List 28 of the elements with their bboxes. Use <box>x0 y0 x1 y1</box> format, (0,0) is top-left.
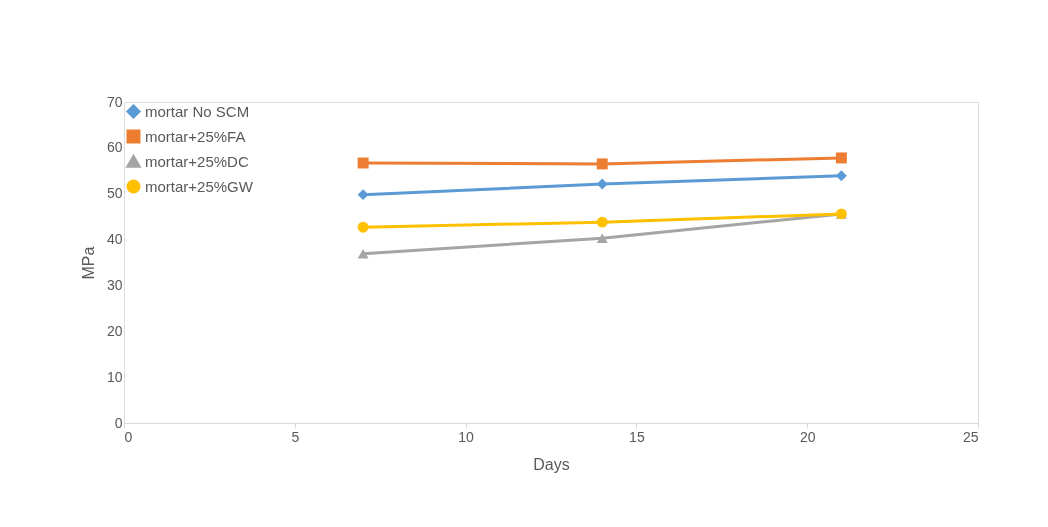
y-tick-label: 60 <box>106 139 123 156</box>
x-tick-label: 20 <box>799 428 816 445</box>
point <box>596 158 608 170</box>
point <box>835 152 847 164</box>
point <box>835 170 847 182</box>
y-tick-label: 70 <box>106 93 123 110</box>
legend-label: mortar No SCM <box>145 102 250 120</box>
y-tick-label: 50 <box>106 185 123 202</box>
x-tick-label: 25 <box>962 428 979 445</box>
point <box>596 233 608 243</box>
x-tick-label: 5 <box>291 428 300 445</box>
x-axis-title: Days <box>533 455 570 473</box>
legend-label: mortar+25%GW <box>145 177 254 195</box>
y-tick-label: 0 <box>114 414 123 431</box>
legend-label: mortar+25%DC <box>145 152 249 170</box>
point <box>357 157 369 169</box>
y-tick-label: 30 <box>106 276 123 293</box>
y-tick-label: 10 <box>106 368 123 385</box>
y-tick-label: 20 <box>106 322 123 339</box>
y-tick-label: 40 <box>106 231 123 248</box>
point <box>357 189 369 201</box>
point <box>357 221 369 233</box>
point <box>596 216 608 228</box>
point <box>357 249 369 259</box>
y-axis-title: MPa <box>79 246 97 280</box>
x-tick-label: 10 <box>458 428 475 445</box>
x-tick-label: 15 <box>629 428 645 445</box>
legend-label: mortar+25%FA <box>145 127 246 145</box>
